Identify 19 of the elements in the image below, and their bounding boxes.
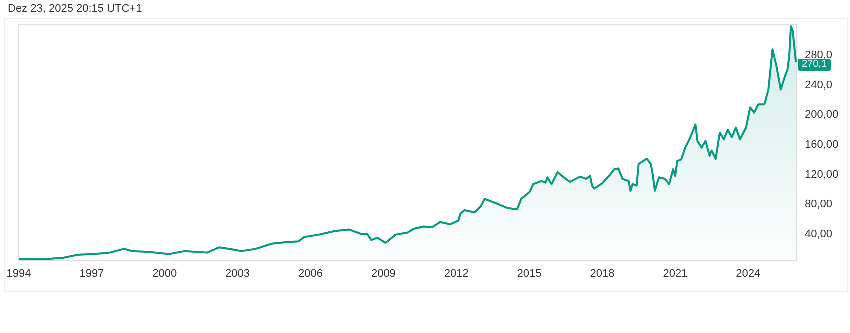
y-tick-label: 240,0 (805, 79, 833, 92)
x-tick-label: 1997 (80, 268, 104, 280)
x-tick-label: 2015 (517, 268, 542, 280)
x-tick-label: 2000 (152, 268, 178, 280)
x-tick-label: 2021 (663, 268, 688, 280)
text: Dez 23, 2025 20:15 UTC+1 (8, 3, 142, 15)
x-tick-label: 2006 (298, 268, 323, 280)
y-tick-label: 200,00 (805, 109, 839, 122)
x-tick-label: 1994 (6, 268, 32, 280)
x-tick-label: 2018 (590, 268, 615, 280)
x-tick-label: 2024 (736, 268, 761, 280)
y-tick-label: 120,00 (805, 168, 839, 181)
text: 270,1 (798, 59, 832, 72)
x-tick-label: 2009 (371, 268, 396, 280)
y-tick-label: 40,00 (805, 228, 833, 240)
y-tick-label: 160,00 (805, 139, 839, 152)
y-tick-label: 80,00 (805, 198, 833, 211)
x-tick-label: 2003 (226, 268, 250, 280)
x-tick-label: 2012 (444, 268, 469, 280)
